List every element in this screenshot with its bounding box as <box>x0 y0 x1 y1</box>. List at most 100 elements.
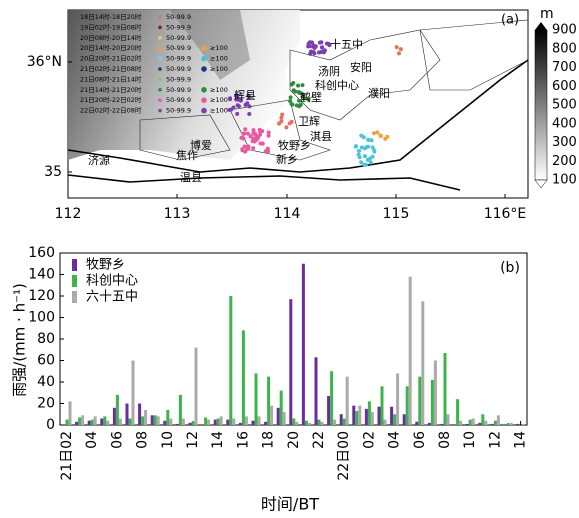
x-tick-label: 16 <box>235 431 251 449</box>
station-dot <box>277 121 281 125</box>
bar <box>264 422 267 425</box>
bar <box>129 419 132 425</box>
station-dot <box>357 149 361 153</box>
bar <box>106 421 109 425</box>
station-dot <box>363 154 367 158</box>
place-name: 辉县 <box>234 89 256 102</box>
bar <box>169 419 172 425</box>
bar <box>141 416 144 425</box>
bar <box>330 371 333 425</box>
x-tick-label: 04 <box>84 431 100 449</box>
legend-swatch <box>72 291 77 303</box>
legend-dot <box>158 57 162 61</box>
legend-dot <box>158 46 162 50</box>
station-dot <box>371 155 375 159</box>
bar <box>69 401 72 425</box>
station-dot <box>383 137 387 141</box>
station-dot <box>370 138 374 142</box>
legend-period: 18日14时-18日20时 <box>80 12 142 21</box>
x-tick-label: 08 <box>437 431 453 449</box>
legend-dot <box>158 109 162 113</box>
bar <box>283 412 286 425</box>
bar <box>494 421 497 425</box>
bar <box>355 411 358 425</box>
bar <box>431 380 434 425</box>
station-dot <box>395 45 399 49</box>
y-axis-title: 雨强/(mm · h⁻¹) <box>11 283 29 397</box>
legend-label: 科创中心 <box>86 274 138 289</box>
bar <box>434 361 437 426</box>
y-tick-label: 100 <box>28 310 55 326</box>
x-axis-title: 时间/BT <box>261 495 319 514</box>
bar <box>94 416 97 425</box>
bar <box>151 415 154 425</box>
bar <box>315 357 318 425</box>
bar <box>189 423 192 425</box>
place-name: 鹤壁 <box>300 90 322 104</box>
legend-label: ≥100 <box>210 65 228 73</box>
station-dot <box>260 141 264 145</box>
map-panel: m (a) 112113114115116°E36°N3590080070060… <box>27 6 577 222</box>
station-dot <box>243 127 247 131</box>
bar <box>232 419 235 425</box>
bar <box>88 421 91 425</box>
bar <box>396 373 399 425</box>
bar <box>371 412 374 425</box>
place-name: 安阳 <box>350 60 372 74</box>
bar <box>289 299 292 425</box>
bar <box>144 410 147 425</box>
bar <box>192 422 195 425</box>
station-dot <box>252 132 256 136</box>
x-tick-label: 06 <box>412 431 428 449</box>
station-dot <box>288 121 292 125</box>
bar <box>280 391 283 425</box>
bar <box>456 399 459 425</box>
station-dot <box>359 134 363 138</box>
station-dot <box>290 83 294 87</box>
station-dot <box>251 146 255 150</box>
station-dot <box>240 148 244 152</box>
legend-dot <box>158 67 162 71</box>
bar <box>182 419 185 425</box>
legend-label: ≥100 <box>210 107 228 115</box>
bar <box>352 406 355 425</box>
station-dot <box>246 144 250 148</box>
y-tick-label: 40 <box>37 374 55 390</box>
legend-swatch <box>72 275 77 287</box>
station-dot <box>312 50 316 54</box>
legend-label: 50-99.9 <box>166 23 191 31</box>
station-dot <box>360 146 364 150</box>
legend-dot <box>158 88 162 92</box>
x-tick-label: 113 <box>164 206 191 222</box>
station-dot <box>318 41 322 45</box>
y-tick-label: 120 <box>28 288 55 304</box>
bar <box>428 423 431 425</box>
station-dot <box>365 145 369 149</box>
y-tick-label: 20 <box>37 396 55 412</box>
colorbar-arrow <box>535 180 547 188</box>
bar <box>365 409 368 425</box>
bar <box>346 377 349 425</box>
bar <box>226 420 229 425</box>
bar <box>444 353 447 425</box>
station-dot <box>325 42 329 46</box>
x-tick-label: 02 <box>361 431 377 449</box>
station-dot <box>239 136 243 140</box>
x-tick-label: 116°E <box>484 206 527 222</box>
station-dot <box>369 160 373 164</box>
station-dot <box>312 44 316 48</box>
x-tick-label: 14 <box>513 431 529 449</box>
station-dot <box>397 51 401 55</box>
place-name: 牧野乡 <box>278 138 311 152</box>
place-name: 卫辉 <box>298 115 320 128</box>
bar <box>327 396 330 425</box>
station-dot <box>252 128 256 132</box>
station-dot <box>280 113 284 117</box>
legend-label: 50-99.9 <box>166 86 191 94</box>
colorbar-label: 500 <box>552 98 577 113</box>
station-dot <box>252 137 256 141</box>
y-tick-label: 0 <box>46 417 55 433</box>
station-dot <box>242 131 246 135</box>
bar <box>368 401 371 425</box>
station-dot <box>297 104 301 108</box>
